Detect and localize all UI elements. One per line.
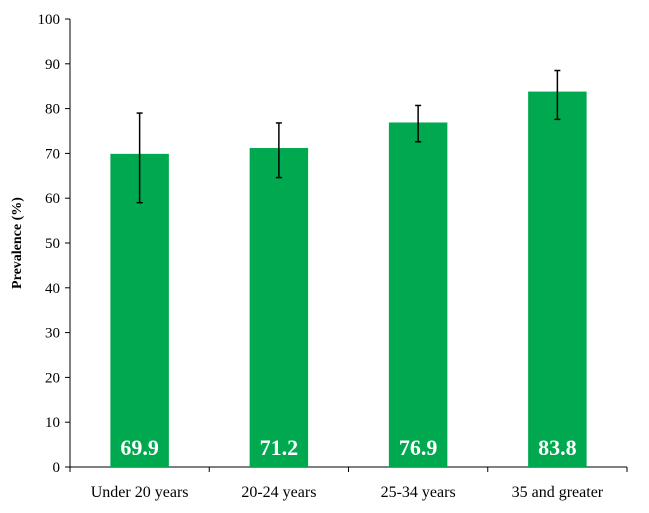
y-tick-label: 0 — [53, 460, 61, 476]
x-axis: Under 20 years 20-24 years 25-34 years 35 a… — [69, 466, 628, 501]
y-tick-label: 100 — [38, 12, 61, 28]
x-category-label: Under 20 years — [91, 484, 189, 501]
y-tick-label: 50 — [45, 236, 60, 252]
data-labels: 69.9 71.2 76.9 83.8 — [120, 435, 576, 460]
y-axis: 0 10 20 30 40 50 60 70 80 90 100 — [38, 12, 71, 476]
y-tick-label: 90 — [45, 57, 60, 73]
y-tick-label: 70 — [45, 146, 60, 162]
y-tick-label: 10 — [45, 415, 60, 431]
y-tick-label: 60 — [45, 191, 60, 207]
y-tick-label: 40 — [45, 281, 60, 297]
bar — [388, 122, 448, 467]
x-category-label: 25-34 years — [381, 484, 456, 501]
y-tick-label: 80 — [45, 102, 60, 118]
x-category-label: 35 and greater — [512, 484, 604, 501]
y-axis-title: Prevalence (%) — [10, 197, 25, 289]
bar — [249, 148, 309, 468]
data-label: 69.9 — [120, 435, 159, 460]
y-tick-label: 20 — [45, 370, 60, 386]
error-bars — [136, 69, 561, 204]
x-category-label: 20-24 years — [241, 484, 316, 501]
bar — [110, 153, 169, 467]
bar — [528, 91, 587, 468]
data-label: 83.8 — [538, 435, 577, 460]
y-tick-label: 30 — [45, 326, 60, 342]
bars — [110, 91, 587, 468]
data-label: 76.9 — [399, 435, 438, 460]
data-label: 71.2 — [260, 435, 299, 460]
